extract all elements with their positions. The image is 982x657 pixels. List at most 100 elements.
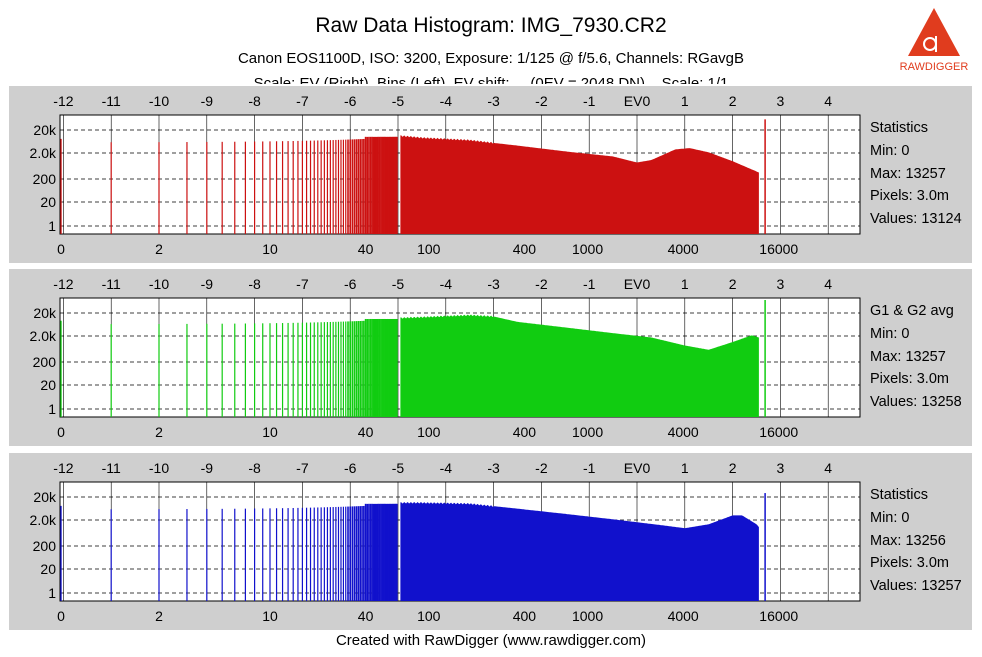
- ev-tick-label: -8: [248, 276, 261, 292]
- histogram-bars: [60, 493, 766, 601]
- ev-tick-label: -9: [201, 93, 214, 109]
- ev-tick-label: 4: [824, 93, 832, 109]
- ev-tick-label: -4: [440, 93, 453, 109]
- y-tick-label: 200: [33, 538, 57, 554]
- histogram-bars: [60, 300, 766, 417]
- x-tick-label: 1000: [572, 424, 603, 440]
- ev-tick-label: -11: [102, 93, 121, 109]
- x-tick-label: 100: [417, 424, 441, 440]
- x-tick-label: 40: [358, 241, 374, 257]
- stats-min: Min: 0: [870, 325, 910, 342]
- stats-heading: G1 & G2 avg: [870, 303, 954, 319]
- chart-subtitle: Canon EOS1100D, ISO: 3200, Exposure: 1/1…: [237, 50, 745, 67]
- ev-tick-label: -2: [535, 276, 548, 292]
- x-tick-label: 16000: [759, 241, 798, 257]
- x-tick-label: 2: [155, 608, 163, 624]
- ev-tick-label: -5: [392, 93, 405, 109]
- ev-tick-label: -8: [248, 460, 261, 476]
- ev-tick-label: -9: [201, 460, 214, 476]
- stats-max: Max: 13256: [870, 532, 946, 549]
- chart-title: Raw Data Histogram: IMG_7930.CR2: [315, 14, 667, 37]
- ev-tick-label: 3: [777, 460, 785, 476]
- ev-tick-label: EV0: [624, 460, 651, 476]
- ev-tick-label: -1: [583, 276, 596, 292]
- ev-tick-label: -11: [102, 276, 121, 292]
- ev-tick-label: 3: [777, 276, 785, 292]
- x-tick-label: 400: [513, 241, 537, 257]
- ev-tick-label: 1: [681, 93, 689, 109]
- y-tick-label: 20k: [33, 122, 57, 138]
- y-tick-label: 20: [40, 561, 56, 577]
- x-tick-label: 10: [262, 241, 278, 257]
- x-tick-label: 400: [513, 424, 537, 440]
- ev-tick-label: -12: [53, 460, 73, 476]
- y-tick-label: 20k: [33, 489, 57, 505]
- ev-tick-label: 4: [824, 276, 832, 292]
- ev-tick-label: -1: [583, 93, 596, 109]
- ev-tick-label: -1: [583, 460, 596, 476]
- x-tick-label: 400: [513, 608, 537, 624]
- stats-min: Min: 0: [870, 142, 910, 159]
- stats-pixels: Pixels: 3.0m: [870, 188, 949, 205]
- ev-tick-label: -2: [535, 460, 548, 476]
- histogram-fill: [400, 135, 759, 234]
- y-tick-label: 200: [33, 354, 57, 370]
- x-tick-label: 4000: [668, 424, 699, 440]
- ev-tick-label: -5: [392, 276, 405, 292]
- x-tick-label: 10: [262, 608, 278, 624]
- ev-tick-label: -7: [296, 93, 309, 109]
- logo-text: RAWDIGGER: [900, 61, 968, 73]
- stats-values: Values: 13257: [870, 578, 962, 595]
- y-tick-label: 200: [33, 171, 57, 187]
- ev-tick-label: 1: [681, 460, 689, 476]
- histogram-fill: [400, 314, 759, 417]
- ev-tick-label: -10: [149, 276, 169, 292]
- ev-tick-label: 2: [729, 276, 737, 292]
- y-tick-label: 1: [48, 401, 56, 417]
- y-tick-label: 2.0k: [30, 145, 57, 161]
- ev-tick-label: -10: [149, 460, 169, 476]
- x-tick-label: 100: [417, 608, 441, 624]
- histogram-fill: [400, 502, 759, 601]
- x-tick-label: 16000: [759, 608, 798, 624]
- ev-tick-label: 3: [777, 93, 785, 109]
- stats-heading: Statistics: [870, 487, 929, 503]
- y-tick-label: 2.0k: [30, 328, 57, 344]
- ev-tick-label: -12: [53, 276, 73, 292]
- ev-tick-label: -6: [344, 93, 357, 109]
- ev-tick-label: -8: [248, 93, 261, 109]
- ev-tick-label: EV0: [624, 276, 651, 292]
- stats-max: Max: 13257: [870, 348, 946, 365]
- ev-tick-label: -3: [487, 93, 500, 109]
- x-tick-label: 4000: [668, 608, 699, 624]
- x-tick-label: 1000: [572, 608, 603, 624]
- y-tick-label: 1: [48, 218, 56, 234]
- stats-heading: Statistics: [870, 120, 929, 136]
- ev-tick-label: -10: [149, 93, 169, 109]
- ev-tick-label: -11: [102, 460, 121, 476]
- logo-triangle: [908, 8, 960, 56]
- histogram-panel-red: 20k 2.0k 200 20 1 -12 -11 -10 -9 -8 -7 -6 -5 -4 -3 -2 -1…: [9, 86, 972, 263]
- histogram-panel-blue: 20k 2.0k 200 20 1 -12 -11 -10 -9 -8 -7 -6 -5 -4 -3 -2 -1…: [9, 453, 972, 630]
- y-tick-label: 1: [48, 585, 56, 601]
- ev-tick-label: 4: [824, 460, 832, 476]
- histogram-panel-green: 20k 2.0k 200 20 1 -12 -11 -10 -9 -8 -7 -6 -5 -4 -3 -2 -1…: [9, 269, 972, 446]
- stats-box-red: Statistics Min: 0 Max: 13257 Pixels: 3.0…: [870, 117, 962, 231]
- x-tick-label: 1000: [572, 241, 603, 257]
- x-tick-label: 0: [57, 241, 65, 257]
- x-tick-label: 16000: [759, 424, 798, 440]
- stats-max: Max: 13257: [870, 165, 946, 182]
- y-tick-label: 20k: [33, 305, 57, 321]
- x-tick-label: 2: [155, 241, 163, 257]
- y-tick-label: 20: [40, 194, 56, 210]
- rawdigger-logo: RAWDIGGER: [900, 8, 968, 73]
- ev-tick-label: -9: [201, 276, 214, 292]
- stats-values: Values: 13124: [870, 211, 962, 228]
- stats-box-blue: Statistics Min: 0 Max: 13256 Pixels: 3.0…: [870, 484, 962, 598]
- x-tick-label: 40: [358, 608, 374, 624]
- ev-tick-label: -6: [344, 276, 357, 292]
